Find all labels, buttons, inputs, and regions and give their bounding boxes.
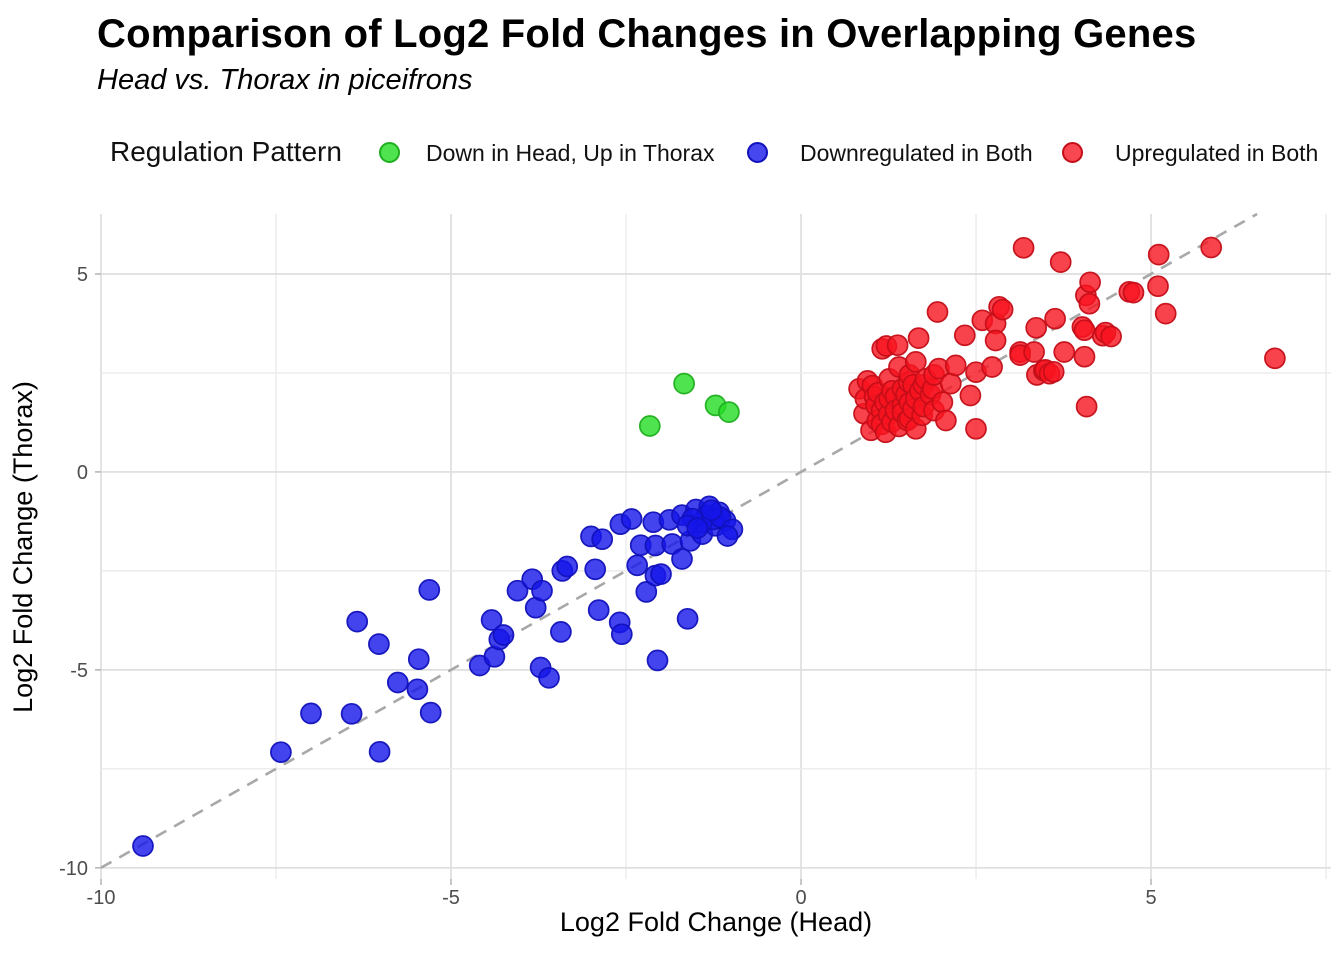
- x-tick-label: -10: [87, 887, 116, 909]
- legend-label-up-both: Upregulated in Both: [1115, 140, 1319, 166]
- data-point: [716, 525, 739, 547]
- data-point: [492, 624, 515, 646]
- x-tick-label: 0: [795, 887, 806, 909]
- data-point: [1154, 302, 1177, 325]
- y-tick-label: 0: [77, 462, 88, 484]
- data-point: [953, 324, 976, 347]
- data-point: [991, 298, 1014, 321]
- data-point: [419, 701, 442, 724]
- series-downregulated-in-both: [132, 495, 744, 857]
- data-point: [506, 579, 529, 602]
- legend-dot-green-icon: [379, 142, 400, 163]
- data-point: [480, 609, 503, 631]
- data-points: [132, 236, 1286, 857]
- data-point: [550, 621, 572, 643]
- series-down-in-head-up-in-thorax: [638, 372, 740, 437]
- chart-title: Comparison of Log2 Fold Changes in Overl…: [97, 12, 1197, 56]
- y-tick-label: -10: [59, 858, 88, 880]
- data-point: [1073, 319, 1096, 342]
- data-point: [935, 409, 957, 432]
- data-point: [959, 384, 982, 407]
- data-point: [886, 334, 909, 357]
- data-point: [1078, 292, 1101, 315]
- data-point: [1044, 307, 1066, 330]
- data-point: [386, 671, 409, 694]
- data-point: [270, 741, 292, 764]
- y-axis-title: Log2 Fold Change (Thorax): [8, 381, 38, 713]
- data-point: [584, 558, 607, 581]
- data-point: [676, 607, 699, 630]
- data-point: [531, 579, 553, 602]
- data-point: [340, 702, 363, 725]
- gridlines: [100, 214, 1331, 879]
- legend-label-down-up: Down in Head, Up in Thorax: [426, 140, 715, 166]
- chart-subtitle: Head vs. Thorax in piceifrons: [97, 64, 473, 96]
- data-point: [1012, 236, 1035, 259]
- data-point: [671, 548, 693, 570]
- data-point: [1079, 271, 1101, 294]
- data-point: [931, 391, 954, 414]
- data-point: [1053, 341, 1076, 363]
- data-point: [1200, 236, 1223, 259]
- data-point: [406, 678, 429, 701]
- data-point: [1023, 341, 1045, 363]
- data-point: [686, 517, 709, 539]
- data-point: [673, 372, 695, 395]
- data-point: [635, 581, 658, 603]
- data-point: [650, 563, 672, 585]
- y-tick-label: 5: [77, 264, 88, 286]
- data-point: [538, 666, 560, 689]
- data-point: [718, 401, 740, 423]
- data-point: [939, 372, 962, 395]
- data-point: [981, 356, 1003, 378]
- data-point: [610, 623, 633, 646]
- legend-dot-blue-icon: [747, 142, 768, 163]
- data-point: [1147, 275, 1169, 298]
- data-point: [418, 579, 441, 601]
- data-point: [907, 327, 930, 349]
- data-point: [700, 499, 723, 522]
- data-point: [620, 508, 643, 530]
- data-point: [368, 740, 391, 763]
- x-axis-title: Log2 Fold Change (Head): [560, 907, 872, 937]
- data-point: [587, 599, 610, 621]
- data-point: [944, 354, 967, 377]
- data-point: [1100, 325, 1122, 348]
- data-point: [984, 329, 1007, 352]
- data-point: [368, 633, 390, 655]
- data-point: [926, 301, 949, 323]
- data-point: [1264, 347, 1286, 370]
- data-point: [1025, 316, 1048, 339]
- legend-dot-red-icon: [1062, 142, 1083, 163]
- series-upregulated-in-both: [848, 236, 1286, 444]
- legend-label-down-both: Downregulated in Both: [800, 140, 1033, 166]
- data-point: [132, 835, 154, 857]
- data-point: [346, 610, 369, 633]
- data-point: [626, 554, 649, 577]
- data-point: [407, 648, 430, 671]
- data-point: [1042, 360, 1065, 383]
- identity-dashed-line: [100, 212, 1258, 869]
- data-point: [1073, 345, 1096, 368]
- axis-ticks: -10 -5 0 5 5 0 -5 -10: [59, 264, 1156, 909]
- x-tick-label: 5: [1145, 887, 1156, 909]
- identity-line: [100, 212, 1258, 869]
- data-point: [1122, 281, 1145, 304]
- data-point: [1075, 395, 1098, 418]
- data-point: [591, 528, 614, 551]
- data-point: [904, 351, 927, 373]
- y-tick-label: -5: [70, 660, 88, 682]
- data-point: [965, 417, 987, 440]
- data-point: [300, 702, 322, 725]
- data-point: [638, 415, 661, 437]
- x-tick-label: -5: [442, 887, 460, 909]
- data-point: [1049, 251, 1072, 273]
- data-point: [556, 555, 579, 578]
- data-point: [646, 649, 669, 672]
- legend-title: Regulation Pattern: [110, 136, 342, 167]
- data-point: [1147, 243, 1170, 266]
